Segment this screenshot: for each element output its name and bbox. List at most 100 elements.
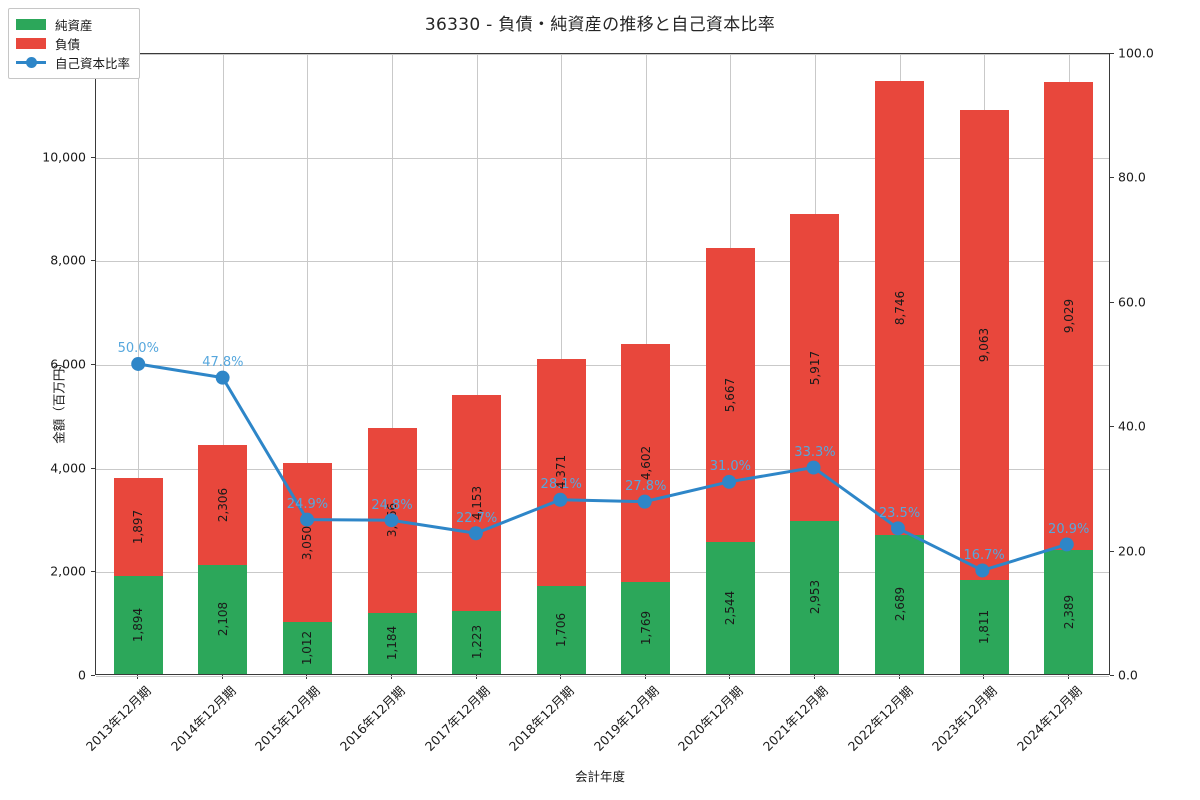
y-axis-right-tick	[1110, 301, 1114, 303]
bar-group[interactable]: 1,894 1,897	[113, 52, 163, 674]
bar-segment-equity[interactable]: 1,184	[367, 612, 417, 674]
x-axis-tick	[391, 675, 393, 679]
ratio-data-point[interactable]	[975, 563, 990, 578]
ratio-data-point[interactable]	[131, 357, 146, 371]
ratio-line-series	[131, 357, 1074, 578]
y-axis-right-tick-label: 80.0	[1118, 169, 1146, 185]
y-axis-left-tick	[91, 260, 95, 262]
x-axis-tick	[898, 675, 900, 679]
bar-segment-equity[interactable]: 1,769	[621, 582, 671, 674]
x-axis-tick	[1067, 675, 1069, 679]
bar-segment-equity[interactable]: 2,108	[198, 564, 248, 674]
bar-segment-equity[interactable]: 2,689	[875, 534, 925, 674]
legend-item[interactable]: 負債	[16, 34, 130, 53]
bar-segment-liabilities[interactable]: 2,306	[198, 445, 248, 565]
y-axis-left-tick	[91, 675, 95, 676]
x-axis-tick	[306, 675, 308, 679]
bar-group[interactable]: 1,223 4,153	[452, 52, 502, 674]
bar-segment-liabilities[interactable]: 9,029	[1044, 82, 1094, 551]
x-axis-title: 会計年度	[574, 769, 625, 784]
y-axis-left-tick-label: 2,000	[50, 563, 86, 579]
bar-group[interactable]: 1,811 9,063	[959, 52, 1009, 674]
ratio-point-label: 24.9%	[286, 497, 329, 513]
x-axis-tick	[813, 675, 815, 679]
legend-line-marker-icon	[16, 57, 46, 68]
y-axis-left-tick-label: 10,000	[42, 149, 86, 165]
bar-group[interactable]: 2,689 8,746	[875, 52, 925, 674]
bar-segment-liabilities[interactable]: 4,602	[621, 343, 671, 583]
x-axis-tick	[983, 675, 985, 679]
legend-swatch-icon	[16, 38, 46, 49]
bar-group[interactable]: 1,706 4,371	[536, 52, 586, 674]
ratio-point-label: 27.8%	[625, 479, 667, 495]
bar-segment-equity[interactable]: 1,706	[536, 585, 586, 674]
bar-group[interactable]: 2,389 9,029	[1044, 52, 1094, 674]
y-axis-left-tick	[91, 364, 95, 365]
bar-segment-liabilities[interactable]: 4,153	[452, 395, 502, 611]
ratio-data-point[interactable]	[806, 460, 821, 475]
x-axis-tick	[221, 675, 223, 679]
bar-segment-equity[interactable]: 1,894	[113, 575, 163, 674]
bar-segment-liabilities[interactable]: 4,371	[536, 359, 586, 586]
y-axis-left-tick-label: 6,000	[50, 356, 86, 372]
gridline-vertical	[476, 54, 478, 674]
bar-segment-equity[interactable]: 1,223	[452, 610, 502, 674]
ratio-data-point[interactable]	[637, 494, 652, 509]
y-axis-left-tick	[91, 571, 95, 573]
ratio-data-point[interactable]	[890, 521, 905, 536]
y-axis-right-tick-label: 0.0	[1118, 667, 1138, 683]
bar-group[interactable]: 1,012 3,050	[282, 52, 332, 674]
y-axis-left-tick-label: 4,000	[50, 460, 86, 476]
ratio-point-label: 33.3%	[794, 444, 836, 460]
x-axis-tick	[475, 675, 477, 679]
gridline-vertical	[392, 54, 394, 674]
bar-segment-equity[interactable]: 2,389	[1044, 550, 1094, 674]
bar-group[interactable]: 2,108 2,306	[198, 52, 248, 674]
gridline-horizontal	[96, 261, 1109, 263]
ratio-point-label: 16.7%	[963, 548, 1005, 564]
ratio-data-point[interactable]	[722, 474, 737, 489]
plot-area: 1,8941,8972,1082,3061,0123,0501,1843,566…	[95, 52, 1110, 677]
bar-segment-liabilities[interactable]: 3,050	[282, 463, 332, 622]
y-axis-left-tick-label: 8,000	[50, 252, 86, 268]
gridline-horizontal	[96, 365, 1109, 366]
bar-segment-equity[interactable]: 2,544	[705, 542, 755, 674]
y-axis-left-tick-label: 0	[78, 667, 86, 683]
ratio-data-point[interactable]	[553, 492, 568, 507]
ratio-data-point[interactable]	[1059, 537, 1074, 552]
x-axis-tick	[729, 675, 731, 679]
y-axis-right-tick	[1110, 675, 1114, 676]
gridline-vertical	[307, 54, 309, 674]
legend-label: 負債	[55, 37, 81, 52]
bar-segment-equity[interactable]: 2,953	[790, 520, 840, 674]
bar-segment-liabilities[interactable]: 9,063	[959, 110, 1009, 581]
ratio-point-label: 28.1%	[540, 477, 582, 493]
legend-item[interactable]: 自己資本比率	[16, 53, 130, 72]
bar-segment-liabilities[interactable]: 1,897	[113, 477, 163, 576]
bar-group[interactable]: 2,544 5,667	[705, 52, 755, 674]
ratio-point-label: 20.9%	[1048, 522, 1090, 537]
ratio-data-point[interactable]	[215, 370, 230, 385]
x-axis-tick	[644, 675, 646, 679]
bar-segment-liabilities[interactable]: 8,746	[875, 81, 925, 535]
y-axis-right-tick-label: 60.0	[1118, 294, 1146, 310]
x-axis-tick	[137, 675, 139, 679]
ratio-point-label: 23.5%	[878, 505, 921, 521]
ratio-data-point[interactable]	[300, 512, 315, 527]
y-axis-right-tick	[1110, 177, 1114, 179]
bar-segment-equity[interactable]: 1,012	[282, 621, 332, 674]
bar-segment-equity[interactable]: 1,811	[959, 580, 1009, 674]
ratio-point-label: 50.0%	[117, 341, 159, 356]
legend-item[interactable]: 純資産	[16, 15, 130, 34]
bar-group[interactable]: 1,769 4,602	[621, 52, 671, 674]
ratio-point-label: 24.8%	[371, 497, 413, 513]
bar-segment-liabilities[interactable]: 5,667	[705, 248, 755, 543]
x-axis-tick	[560, 675, 562, 679]
y-axis-right-tick-label: 40.0	[1118, 418, 1146, 434]
legend-label: 自己資本比率	[55, 56, 131, 71]
gridline-horizontal	[96, 468, 1109, 470]
ratio-data-point[interactable]	[384, 513, 399, 528]
ratio-point-label: 31.0%	[709, 459, 752, 475]
ratio-data-point[interactable]	[468, 526, 483, 541]
ratio-point-label: 22.7%	[455, 510, 498, 526]
